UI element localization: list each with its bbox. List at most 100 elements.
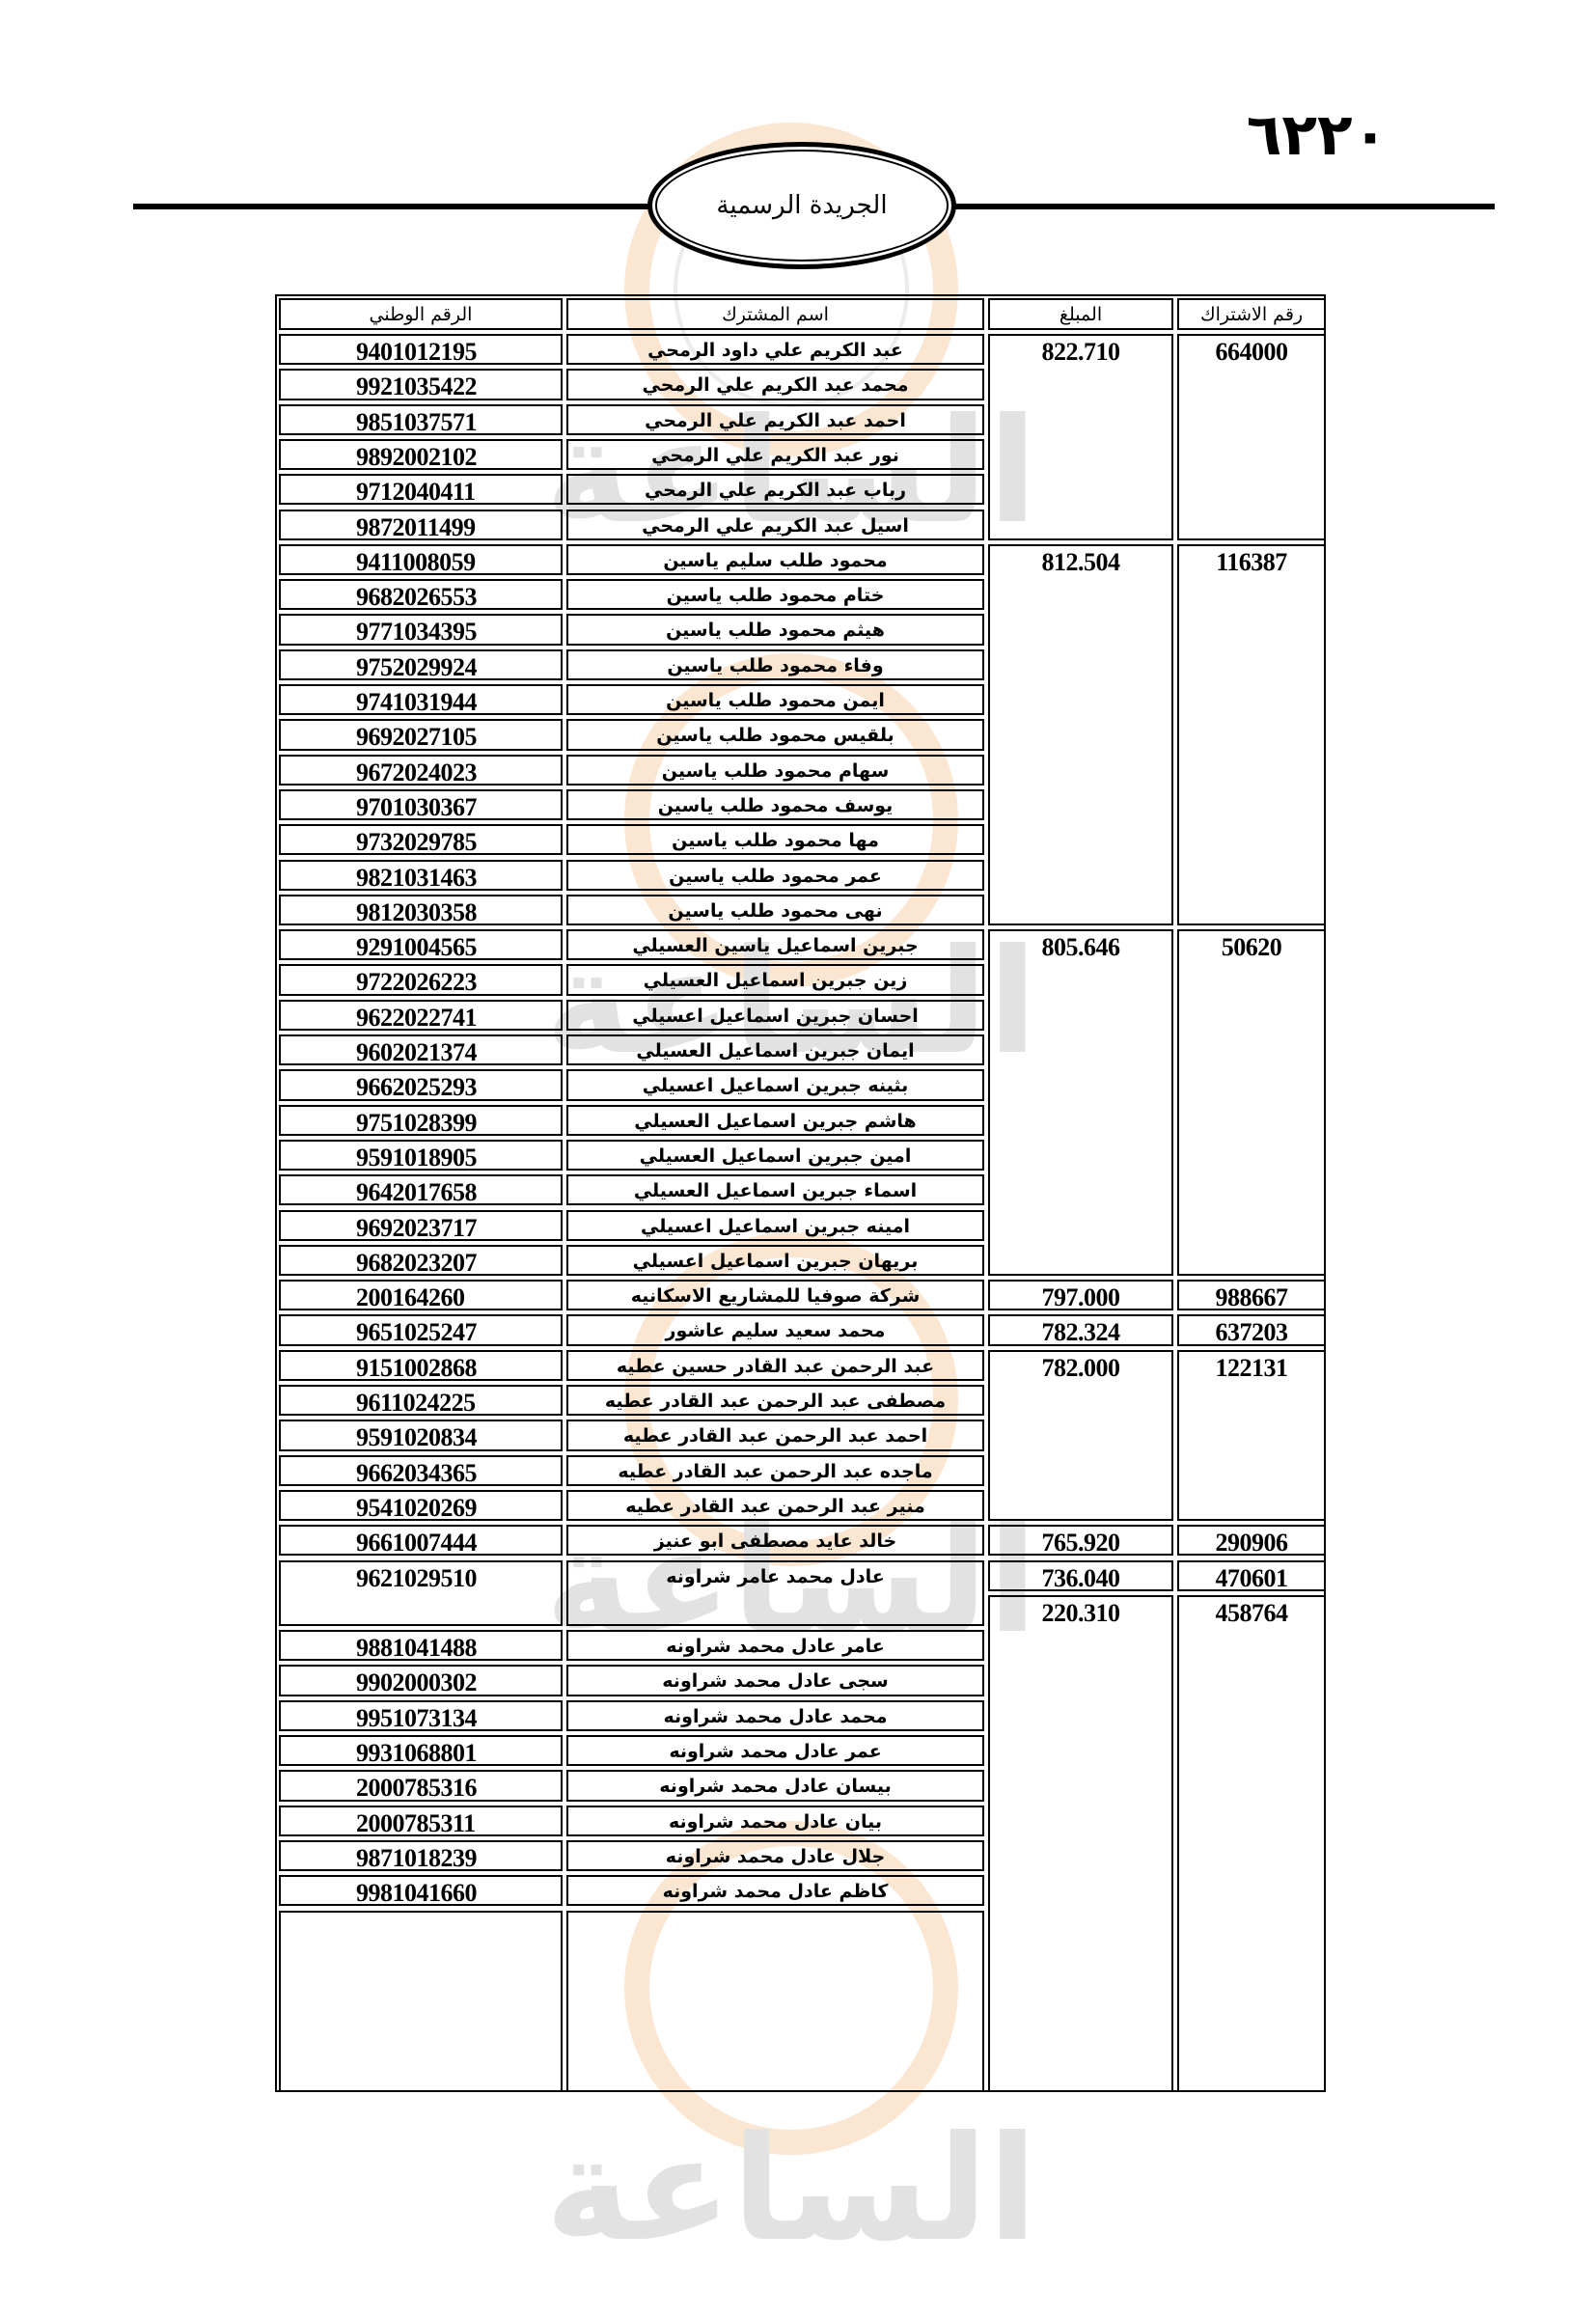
national-id-cell: 9602021374 — [279, 1034, 563, 1066]
national-id-cell: 9651025247 — [279, 1314, 563, 1346]
subscriber-name-cell: ماجده عبد الرحمن عبد القادر عطيه — [566, 1454, 984, 1486]
subscriber-name-cell: مصطفى عبد الرحمن عبد القادر عطيه — [566, 1385, 984, 1417]
subscriber-name-cell-text: عامر عادل محمد شراونه — [666, 1636, 885, 1658]
national-id-cell-text: 9692023717 — [356, 1213, 478, 1242]
national-id-cell-text: 9751028399 — [356, 1108, 478, 1137]
amount-cell-text: 220.310 — [1041, 1598, 1121, 1627]
amount-cell: 797.000 — [988, 1280, 1173, 1312]
national-id-cell-text: 9411008059 — [356, 547, 476, 576]
national-id-cell: 200164260 — [279, 1280, 563, 1311]
subscriber-name-cell-text: ماجده عبد الرحمن عبد القادر عطيه — [618, 1460, 933, 1482]
empty-cell — [566, 1910, 984, 2092]
header-subscription-text: رقم الاشتراك — [1199, 303, 1304, 325]
national-id-cell-text: 9151002868 — [356, 1353, 478, 1382]
subscriber-name-cell: هاشم جبرين اسماعيل العسيلي — [566, 1104, 984, 1136]
subscriber-name-cell: هيثم محمود طلب ياسين — [566, 614, 984, 646]
national-id-cell-text: 9741031944 — [356, 688, 478, 716]
national-id-cell-text: 9661007444 — [356, 1529, 478, 1558]
national-id-cell: 9411008059 — [279, 543, 563, 576]
national-id-cell-text: 9951073134 — [356, 1703, 478, 1732]
header-name: اسم المشترك — [566, 298, 984, 330]
subscriber-name-cell-text: احسان جبرين اسماعيل اعسيلي — [632, 1005, 919, 1027]
subscriber-name-cell-text: عبد الرحمن عبد القادر حسين عطيه — [616, 1355, 935, 1377]
national-id-cell-text: 9881041488 — [356, 1634, 478, 1663]
national-id-cell: 9642017658 — [279, 1174, 563, 1206]
subscriber-name-cell: عامر عادل محمد شراونه — [566, 1630, 984, 1662]
national-id-cell-text: 9752029924 — [356, 652, 478, 681]
subscriber-name-cell: احسان جبرين اسماعيل اعسيلي — [566, 999, 984, 1031]
subscriber-name-cell: احمد عبد الكريم علي الرمحي — [566, 403, 984, 435]
subscriber-name-cell: جبرين اسماعيل ياسين العسيلي — [566, 929, 984, 961]
subscriber-name-cell-text: بيسان عادل محمد شراونه — [659, 1776, 892, 1798]
amount-cell: 736.040 — [988, 1559, 1173, 1592]
national-id-cell: 9591020834 — [279, 1420, 563, 1452]
subscriber-name-cell-text: احمد عبد الكريم علي الرمحي — [645, 409, 906, 431]
subscription-cell-text: 458764 — [1215, 1598, 1289, 1627]
subscriber-name-cell: شركة صوفيا للمشاريع الاسكانيه — [566, 1280, 984, 1311]
empty-cell — [279, 1910, 563, 2092]
subscriber-name-cell-text: خالد عايد مصطفى ابو عنيز — [653, 1530, 897, 1553]
subscription-cell-text: 988667 — [1215, 1283, 1289, 1312]
national-id-cell-text: 9662025293 — [356, 1073, 478, 1102]
subscriber-name-cell: احمد عبد الرحمن عبد القادر عطيه — [566, 1420, 984, 1451]
national-id-cell-text: 9821031463 — [356, 863, 478, 892]
subscription-cell-text: 470601 — [1215, 1563, 1289, 1592]
national-id-cell: 9921035422 — [279, 369, 563, 400]
national-id-cell-text: 9401012195 — [356, 338, 478, 366]
national-id-cell: 9821031463 — [279, 859, 563, 892]
subscriber-name-cell: عبد الرحمن عبد القادر حسين عطيه — [566, 1349, 984, 1381]
subscribers-table: رقم الاشتراك المبلغ اسم المشترك الرقم الوطن… — [275, 294, 1326, 2092]
national-id-cell: 9771034395 — [279, 614, 563, 646]
header-national-id-text: الرقم الوطني — [369, 303, 473, 325]
subscriber-name-cell-text: نهى محمود طلب ياسين — [668, 899, 883, 922]
amount-cell-text: 822.710 — [1041, 338, 1121, 366]
national-id-cell: 9611024225 — [279, 1385, 563, 1417]
subscriber-name-cell-text: جبرين اسماعيل ياسين العسيلي — [632, 935, 919, 957]
subscription-cell: 50620 — [1177, 929, 1326, 1277]
subscription-cell-text: 50620 — [1221, 933, 1282, 962]
national-id-cell: 2000785316 — [279, 1770, 563, 1803]
national-id-cell: 9722026223 — [279, 964, 563, 997]
amount-cell-text: 805.646 — [1041, 933, 1121, 962]
national-id-cell-text: 9812030358 — [356, 897, 478, 926]
subscriber-name-cell: امينه جبرين اسماعيل اعسيلي — [566, 1209, 984, 1241]
subscriber-name-cell-text: زين جبرين اسماعيل العسيلي — [643, 970, 908, 992]
national-id-cell-text: 9602021374 — [356, 1038, 478, 1066]
amount-cell-text: 797.000 — [1041, 1283, 1121, 1312]
national-id-cell: 9732029785 — [279, 824, 563, 856]
subscriber-name-cell-text: بثينه جبرين اسماعيل اعسيلي — [642, 1075, 909, 1097]
national-id-cell-text: 2000785316 — [356, 1774, 478, 1803]
subscriber-name-cell: بيسان عادل محمد شراونه — [566, 1770, 984, 1802]
subscriber-name-cell-text: محمد عبد الكريم علي الرمحي — [642, 374, 909, 397]
subscriber-name-cell-text: محمود طلب سليم ياسين — [663, 549, 888, 571]
subscription-cell-text: 116387 — [1216, 547, 1287, 576]
national-id-cell: 9622022741 — [279, 999, 563, 1032]
national-id-cell: 9621029510 — [279, 1559, 563, 1627]
svg-text:الساعة: الساعة — [545, 2106, 1037, 2274]
subscriber-name-cell-text: بيان عادل محمد شراونه — [668, 1810, 883, 1833]
subscriber-name-cell-text: محمد سعيد سليم عاشور — [665, 1320, 886, 1342]
subscriber-name-cell-text: عمر عادل محمد شراونه — [669, 1741, 882, 1762]
national-id-cell-text: 9591020834 — [356, 1423, 478, 1452]
subscriber-name-cell: بثينه جبرين اسماعيل اعسيلي — [566, 1069, 984, 1101]
subscriber-name-cell-text: مها محمود طلب ياسين — [672, 830, 879, 852]
subscriber-name-cell-text: وفاء محمود طلب ياسين — [667, 654, 884, 676]
subscriber-name-cell: يوسف محمود طلب ياسين — [566, 788, 984, 821]
amount-cell: 822.710 — [988, 334, 1173, 540]
subscriber-name-cell-text: كاظم عادل محمد شراونه — [662, 1881, 889, 1903]
national-id-cell: 9872011499 — [279, 509, 563, 541]
national-id-cell: 9881041488 — [279, 1630, 563, 1663]
national-id-cell: 9541020269 — [279, 1489, 563, 1522]
amount-cell: 782.000 — [988, 1349, 1173, 1522]
national-id-cell: 2000785311 — [279, 1805, 563, 1837]
subscriber-name-cell: اسماء جبرين اسماعيل العسيلي — [566, 1174, 984, 1206]
national-id-cell: 9661007444 — [279, 1525, 563, 1558]
national-id-cell-text: 2000785311 — [356, 1808, 476, 1837]
amount-cell: 812.504 — [988, 543, 1173, 926]
subscriber-name-cell-text: عمر محمود طلب ياسين — [669, 865, 882, 887]
subscriber-name-cell: ايمن محمود طلب ياسين — [566, 684, 984, 716]
national-id-cell-text: 9722026223 — [356, 968, 478, 997]
subscription-cell: 290906 — [1177, 1525, 1326, 1557]
amount-cell: 805.646 — [988, 929, 1173, 1277]
subscriber-name-cell: رباب عبد الكريم علي الرمحي — [566, 474, 984, 506]
